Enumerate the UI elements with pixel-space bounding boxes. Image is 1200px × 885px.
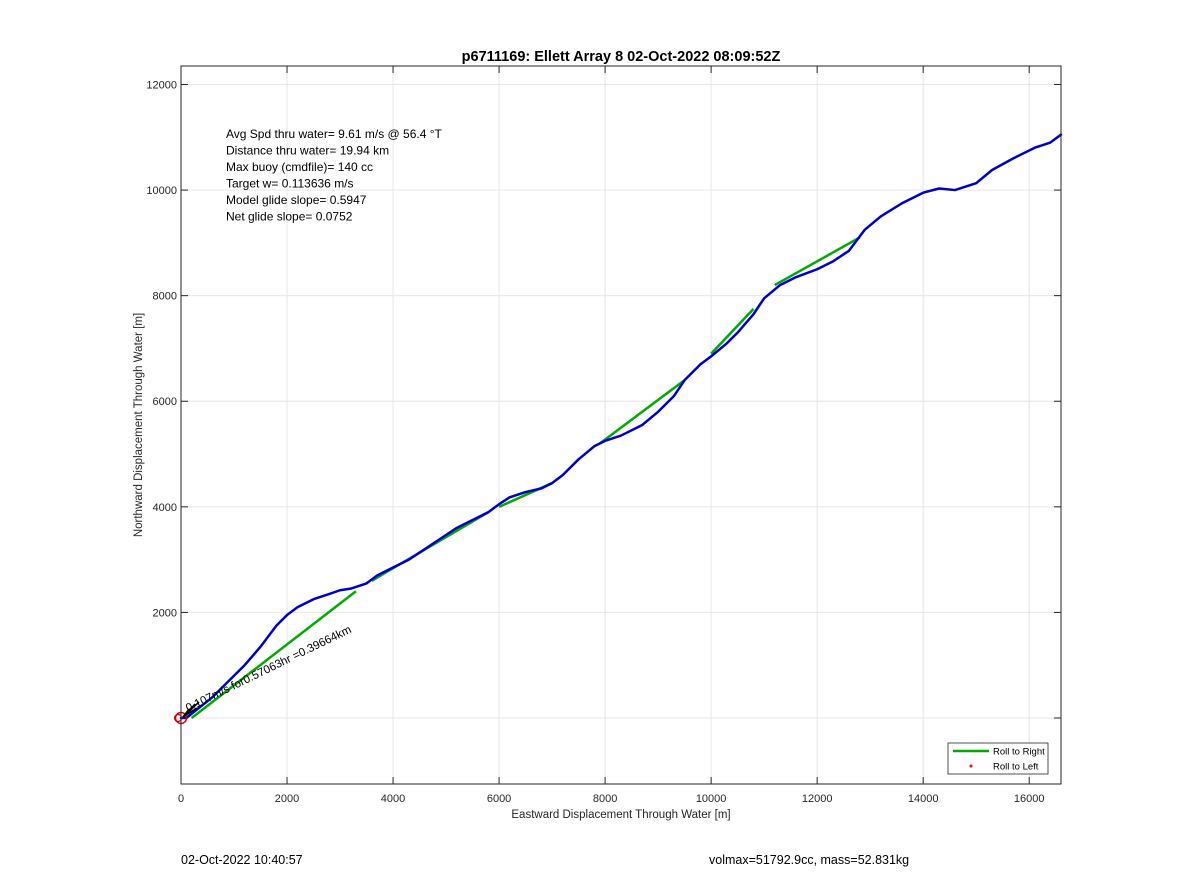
stats-annotation-line: Avg Spd thru water= 9.61 m/s @ 56.4 °T — [226, 127, 443, 141]
stats-annotation-line: Net glide slope= 0.0752 — [226, 210, 353, 224]
roll-right-segment — [190, 590, 357, 719]
x-tick-label: 4000 — [381, 793, 405, 805]
glider-track-line — [179, 133, 1063, 720]
axes-frame — [180, 65, 1062, 785]
x-tick-label: 16000 — [1014, 793, 1045, 805]
legend-label: Roll to Right — [993, 747, 1045, 758]
roll-right-segment — [774, 236, 861, 287]
axis-ticks: 0 2000 4000 6000 8000 10000 12000 14000 16000 200… — [146, 66, 1061, 805]
x-tick-label: 10000 — [696, 793, 727, 805]
chart-title: p6711169: Ellett Array 8 02-Oct-2022 08:… — [462, 49, 781, 65]
stats-annotation-line: Model glide slope= 0.5947 — [226, 193, 367, 207]
x-tick-label: 0 — [178, 793, 184, 805]
legend: Roll to Right Roll to Left — [947, 742, 1049, 775]
x-tick-label: 14000 — [908, 793, 939, 805]
y-tick-label: 10000 — [146, 185, 177, 197]
legend-label: Roll to Left — [993, 762, 1039, 773]
y-tick-label: 8000 — [153, 291, 177, 303]
current-vector-arrow — [182, 707, 198, 718]
stats-annotation-line: Distance thru water= 19.94 km — [226, 144, 389, 158]
x-tick-label: 8000 — [593, 793, 617, 805]
stats-annotations: Avg Spd thru water= 9.61 m/s @ 56.4 °T Di… — [226, 127, 443, 224]
y-tick-label: 12000 — [146, 79, 177, 91]
y-tick-label: 6000 — [153, 396, 177, 408]
x-axis-label: Eastward Displacement Through Water [m] — [511, 809, 730, 821]
y-axis-label: Northward Displacement Through Water [m] — [133, 313, 145, 537]
roll-right-segment — [710, 307, 755, 355]
legend-box — [947, 742, 1049, 775]
y-tick-label: 4000 — [153, 502, 177, 514]
legend-swatch-dot — [969, 764, 973, 768]
x-tick-label: 6000 — [487, 793, 511, 805]
footer-mass-info: volmax=51792.9cc, mass=52.831kg — [709, 853, 910, 867]
y-tick-label: 2000 — [153, 607, 177, 619]
stats-annotation-line: Max buoy (cmdfile)= 140 cc — [226, 160, 373, 174]
x-tick-label: 12000 — [802, 793, 833, 805]
roll-right-segment — [599, 379, 686, 445]
x-tick-label: 2000 — [275, 793, 299, 805]
footer-timestamp: 02-Oct-2022 10:40:57 — [181, 853, 303, 867]
stats-annotation-line: Target w= 0.113636 m/s — [226, 177, 354, 191]
